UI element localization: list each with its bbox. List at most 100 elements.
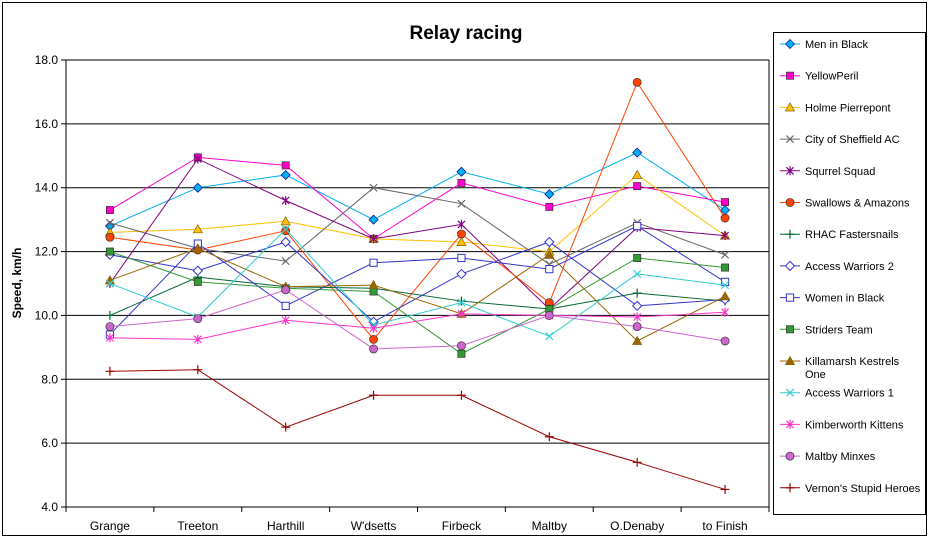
series-group — [104, 77, 731, 494]
x-tick-label: to Finish — [702, 519, 747, 533]
series-line — [109, 251, 726, 355]
data-point — [192, 243, 203, 253]
legend-marker — [785, 166, 795, 176]
data-point — [281, 422, 291, 432]
legend-item: RHAC Fastersnails — [780, 229, 899, 241]
series-line — [109, 241, 726, 323]
x-tick-label: Maltby — [532, 519, 567, 533]
legend-label: Squrrel Squad — [805, 166, 875, 178]
legend-item: Striders Team — [780, 324, 873, 336]
legend-svg: Men in Black YellowPeril Holme Pierrepont C… — [780, 39, 921, 495]
data-point — [281, 225, 290, 234]
data-point — [105, 206, 114, 215]
data-point — [633, 182, 642, 191]
data-point — [105, 310, 115, 320]
data-point — [721, 250, 730, 259]
legend-item: YellowPeril — [780, 71, 858, 83]
data-point — [280, 169, 291, 180]
data-point — [192, 182, 203, 193]
data-point — [721, 231, 730, 241]
x-tick-label: W'dsetts — [351, 519, 397, 533]
data-point — [719, 291, 731, 301]
series-line — [109, 311, 726, 340]
legend-item: Women in Black — [780, 293, 885, 305]
data-point — [457, 178, 466, 187]
legend-label: Women in Black — [805, 293, 885, 305]
data-point — [369, 234, 378, 244]
legend-item: Holme Pierrepont — [780, 102, 891, 114]
data-point — [105, 333, 114, 343]
series-13 — [105, 285, 730, 354]
data-point — [632, 147, 643, 158]
data-point — [721, 198, 730, 207]
series-line — [109, 152, 726, 227]
series-line — [109, 187, 726, 265]
data-point — [544, 189, 555, 200]
series-line — [109, 289, 726, 350]
legend-item: Kimberworth Kittens — [780, 419, 904, 431]
legend-marker — [786, 71, 794, 80]
legend-label: RHAC Fastersnails — [805, 229, 899, 241]
data-point — [632, 335, 643, 345]
data-point — [369, 258, 378, 267]
data-point — [193, 334, 202, 344]
data-point — [457, 199, 466, 208]
legend-label: Striders Team — [805, 324, 873, 336]
legend-item: Men in Black — [780, 39, 868, 51]
legend-label: Vernon's Stupid Heroes — [805, 483, 921, 495]
data-point — [632, 288, 642, 298]
series-line — [109, 158, 726, 310]
series-11 — [105, 225, 730, 341]
data-point — [281, 301, 290, 310]
data-point — [457, 229, 466, 239]
legend-label: Holme Pierrepont — [805, 102, 891, 114]
data-point — [105, 279, 114, 288]
data-point — [632, 322, 642, 332]
data-point — [544, 432, 554, 442]
legend-label: Maltby Minxes — [805, 451, 876, 463]
data-point — [457, 349, 466, 358]
y-tick-label: 6.0 — [41, 436, 58, 450]
legend-label: Swallows & Amazons — [805, 198, 910, 210]
legend-item: City of Sheffield AC — [780, 134, 900, 146]
data-point — [105, 366, 115, 376]
data-point — [456, 296, 466, 306]
legend-label: Access Warriors 1 — [805, 388, 894, 400]
legend-item: Squrrel Squad — [780, 166, 875, 178]
data-point — [632, 457, 642, 467]
data-point — [457, 341, 466, 351]
legend-marker — [784, 102, 796, 112]
legend-label: Killamarsh Kestrels One — [805, 356, 900, 381]
data-point — [544, 249, 555, 259]
data-point — [369, 334, 378, 344]
data-point — [456, 268, 467, 280]
data-point — [721, 307, 730, 317]
legend-label: Kimberworth Kittens — [805, 419, 904, 431]
legend-label: City of Sheffield AC — [805, 134, 900, 146]
data-point — [193, 154, 202, 164]
gridlines — [66, 59, 769, 444]
data-point — [544, 311, 554, 320]
y-tick-label: 14.0 — [35, 181, 59, 195]
data-point — [545, 332, 554, 341]
legend-label: YellowPeril — [805, 71, 858, 83]
data-point — [369, 183, 378, 192]
data-point — [457, 253, 466, 263]
legend-marker — [785, 388, 795, 397]
y-tick-label: 18.0 — [35, 53, 59, 67]
legend-item: Access Warriors 1 — [780, 388, 894, 400]
data-point — [281, 257, 290, 266]
y-tick-label: 8.0 — [41, 372, 58, 386]
y-tick-label: 16.0 — [35, 117, 59, 131]
x-tick-label: O.Denaby — [610, 519, 664, 533]
data-point — [545, 265, 554, 274]
series-line — [109, 174, 726, 253]
chart-title: Relay racing — [410, 23, 523, 44]
x-tick-label: Harthill — [267, 519, 304, 533]
data-point — [633, 254, 642, 262]
axes: 4.0 6.0 8.0 10.0 12.0 14.0 16.0 18.0 Grange Treet… — [35, 53, 770, 533]
x-tick-label: Treeton — [177, 519, 218, 533]
data-point — [720, 213, 730, 223]
data-point — [192, 265, 204, 276]
